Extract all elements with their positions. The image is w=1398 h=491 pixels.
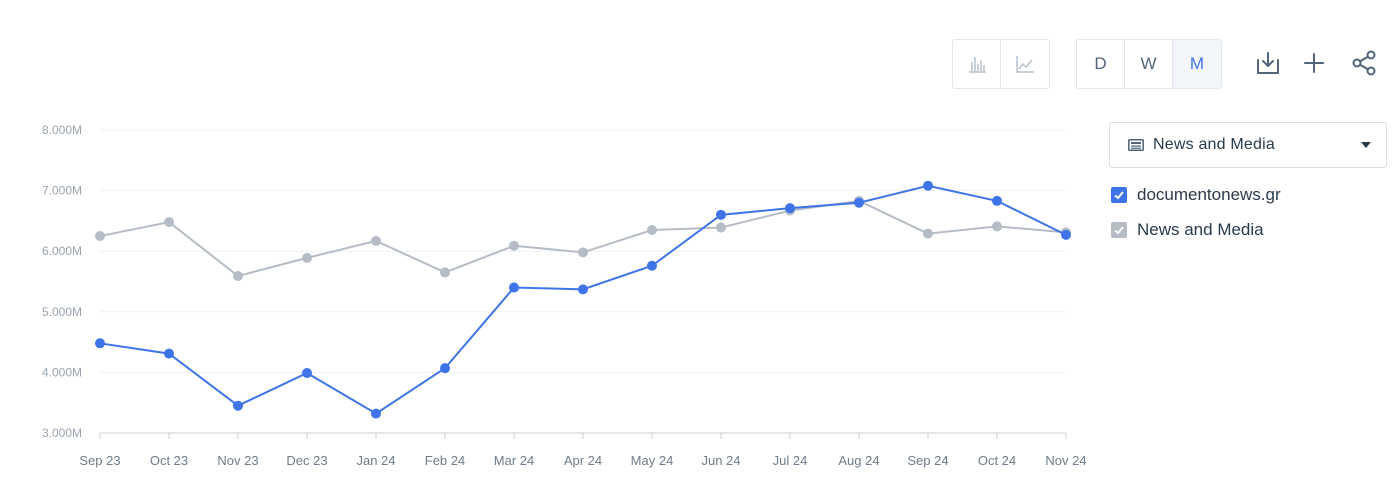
checkbox-checked-icon[interactable]	[1111, 187, 1127, 203]
legend-item-documentonews[interactable]: documentonews.gr	[1111, 185, 1281, 205]
x-tick-label: Sep 24	[907, 453, 948, 468]
series-line-news-and-media	[99, 199, 1067, 278]
data-point-documentonews-gr[interactable]	[785, 203, 795, 214]
data-point-documentonews-gr[interactable]	[716, 209, 726, 220]
y-tick-label: 5.000M	[42, 305, 82, 319]
x-tick-label: Nov 23	[217, 453, 258, 468]
x-tick-label: Oct 24	[978, 453, 1016, 468]
data-point-news-and-media[interactable]	[440, 267, 450, 278]
x-tick-label: Jun 24	[701, 453, 740, 468]
legend-item-news-and-media[interactable]: News and Media	[1111, 220, 1264, 240]
add-button[interactable]	[1299, 48, 1329, 78]
newspaper-icon	[1128, 139, 1144, 151]
download-icon	[1257, 52, 1279, 74]
legend-label: News and Media	[1137, 220, 1264, 239]
category-select-label: News and Media	[1153, 136, 1275, 153]
granularity-toggle: D W M	[1076, 39, 1222, 89]
y-tick-label: 8.000M	[42, 123, 82, 137]
share-button[interactable]	[1349, 48, 1379, 78]
data-point-news-and-media[interactable]	[716, 222, 726, 233]
download-button[interactable]	[1253, 48, 1283, 78]
data-point-documentonews-gr[interactable]	[992, 195, 1002, 206]
caret-down-icon	[1361, 142, 1371, 148]
x-tick-label: Aug 24	[838, 453, 879, 468]
data-point-documentonews-gr[interactable]	[854, 197, 864, 208]
x-tick-label: Oct 23	[150, 453, 188, 468]
data-point-news-and-media[interactable]	[647, 224, 657, 235]
legend-label: documentonews.gr	[1137, 185, 1281, 204]
data-point-documentonews-gr[interactable]	[647, 260, 657, 271]
x-tick-label: May 24	[631, 453, 674, 468]
series-line-documentonews-gr	[99, 184, 1067, 415]
x-tick-label: Nov 24	[1045, 453, 1086, 468]
y-tick-label: 6.000M	[42, 244, 82, 258]
x-tick-label: Jan 24	[356, 453, 395, 468]
x-tick-label: Apr 24	[564, 453, 602, 468]
data-point-news-and-media[interactable]	[95, 231, 105, 242]
share-icon	[1352, 50, 1376, 76]
data-point-news-and-media[interactable]	[992, 221, 1002, 232]
x-tick-label: Jul 24	[773, 453, 808, 468]
x-tick-label: Feb 24	[425, 453, 465, 468]
chart-type-toggle	[952, 39, 1050, 89]
data-point-documentonews-gr[interactable]	[95, 338, 105, 349]
data-point-news-and-media[interactable]	[302, 252, 312, 263]
x-tick-label: Mar 24	[494, 453, 534, 468]
week-button[interactable]: W	[1125, 40, 1173, 88]
y-tick-label: 4.000M	[42, 365, 82, 379]
category-select[interactable]: News and Media	[1109, 122, 1387, 168]
line-chart: 3.000M 4.000M 5.000M 6.000M 7.000M 8.000M Sep …	[42, 123, 1087, 468]
data-point-news-and-media[interactable]	[233, 271, 243, 282]
line-chart-icon	[1016, 56, 1034, 73]
data-point-documentonews-gr[interactable]	[578, 284, 588, 295]
data-point-documentonews-gr[interactable]	[302, 368, 312, 379]
bar-chart-button[interactable]	[953, 40, 1001, 88]
data-point-news-and-media[interactable]	[371, 235, 381, 246]
data-point-documentonews-gr[interactable]	[509, 282, 519, 293]
data-point-news-and-media[interactable]	[578, 247, 588, 258]
month-button[interactable]: M	[1173, 40, 1221, 88]
data-point-documentonews-gr[interactable]	[440, 363, 450, 374]
data-point-news-and-media[interactable]	[923, 228, 933, 239]
data-point-documentonews-gr[interactable]	[371, 408, 381, 419]
data-point-documentonews-gr[interactable]	[923, 180, 933, 191]
bar-chart-icon	[968, 57, 986, 73]
y-tick-label: 3.000M	[42, 426, 82, 440]
data-point-documentonews-gr[interactable]	[233, 400, 243, 411]
line-chart-button[interactable]	[1001, 40, 1049, 88]
y-tick-label: 7.000M	[42, 184, 82, 198]
data-point-news-and-media[interactable]	[164, 217, 174, 228]
checkbox-checked-icon[interactable]	[1111, 222, 1127, 238]
x-tick-label: Sep 23	[79, 453, 120, 468]
data-point-documentonews-gr[interactable]	[1061, 229, 1071, 240]
data-point-documentonews-gr[interactable]	[164, 348, 174, 359]
x-tick-label: Dec 23	[286, 453, 327, 468]
data-point-news-and-media[interactable]	[509, 240, 519, 251]
plus-icon	[1304, 53, 1324, 73]
day-button[interactable]: D	[1077, 40, 1125, 88]
